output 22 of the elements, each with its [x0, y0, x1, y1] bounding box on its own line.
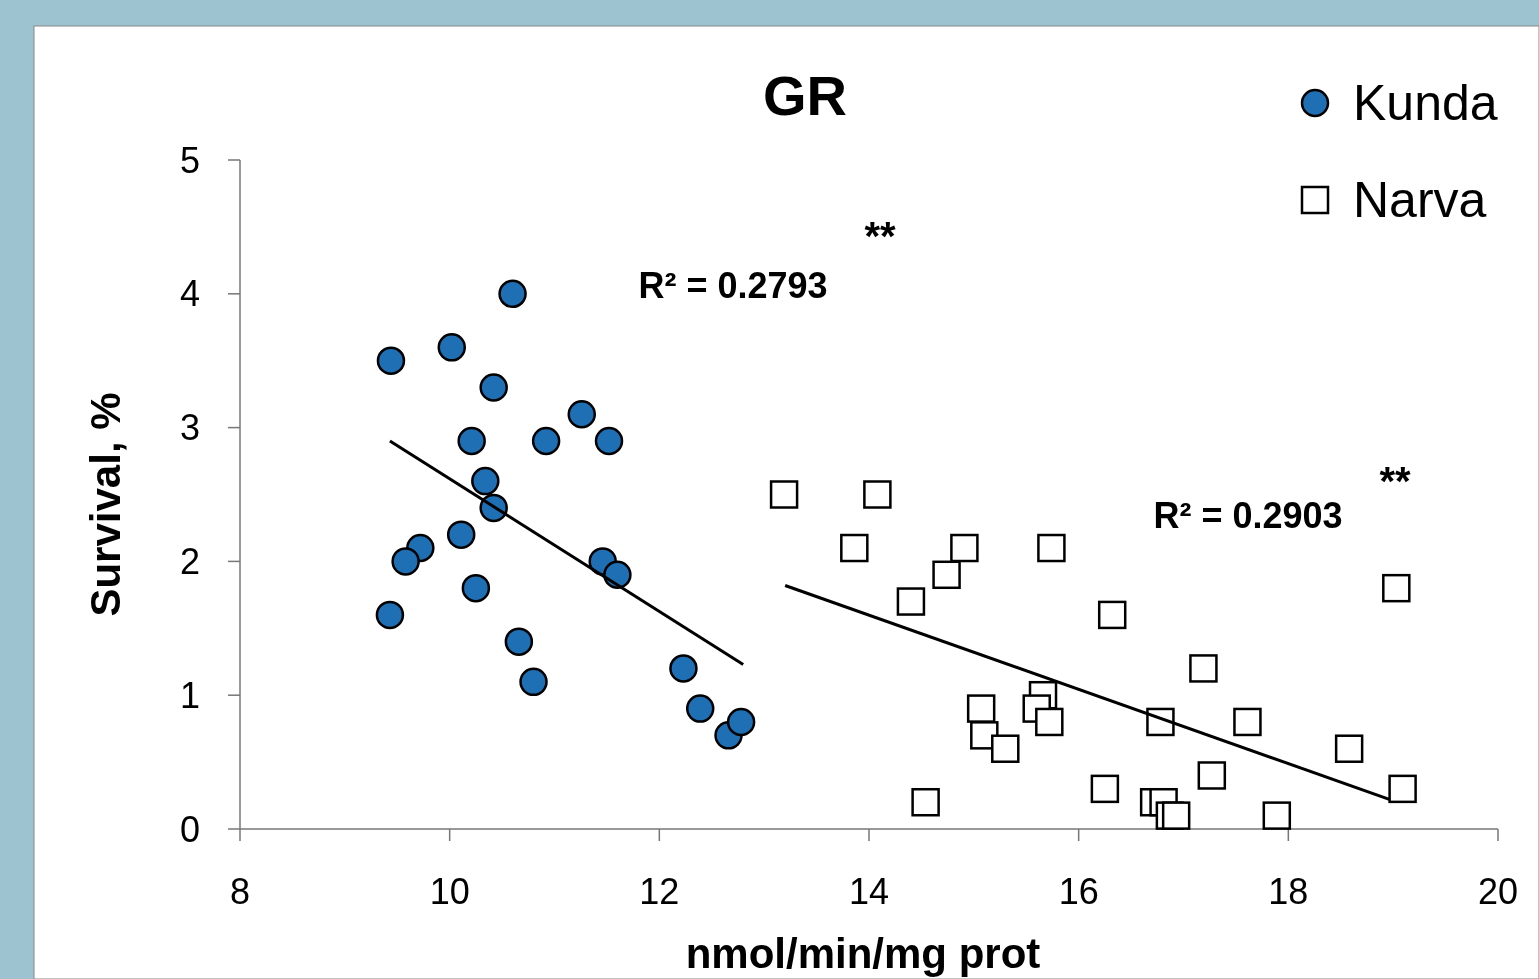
chart-title: GR — [763, 64, 847, 127]
legend-label: Narva — [1353, 172, 1487, 228]
legend-label: Kunda — [1353, 75, 1498, 131]
annotation: R² = 0.2793 — [638, 265, 828, 306]
x-tick-label: 8 — [229, 871, 251, 912]
annotation: ** — [1379, 459, 1411, 503]
annotation: ** — [864, 214, 896, 258]
x-axis-title: nmol/min/mg prot — [685, 930, 1041, 977]
x-tick-label: 10 — [429, 871, 470, 912]
y-tick-label: 1 — [179, 674, 200, 716]
y-tick-label: 5 — [179, 139, 200, 181]
y-tick-label: 4 — [179, 273, 200, 315]
annotation: R² = 0.2903 — [1153, 495, 1343, 536]
y-tick-label: 2 — [179, 540, 200, 582]
y-axis-title: Survival, % — [82, 392, 129, 617]
x-tick-label: 16 — [1058, 871, 1099, 912]
y-tick-label: 3 — [179, 407, 200, 449]
x-tick-label: 14 — [848, 871, 890, 912]
y-tick-label: 0 — [179, 808, 200, 850]
x-tick-label: 18 — [1268, 871, 1309, 912]
x-tick-label: 12 — [639, 871, 680, 912]
x-tick-label: 20 — [1477, 871, 1519, 912]
